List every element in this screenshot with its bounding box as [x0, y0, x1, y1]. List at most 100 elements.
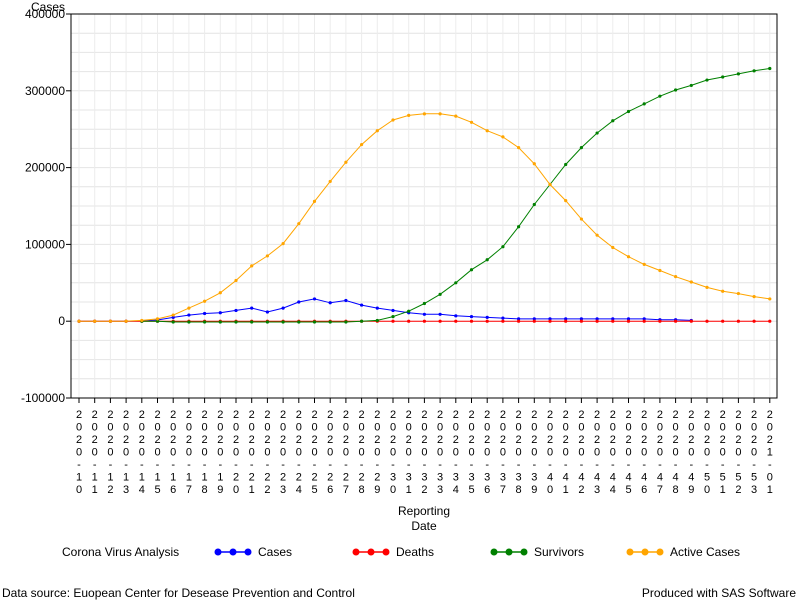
x-tick-label: 2 0 2 0 -5 1: [720, 409, 726, 496]
data-point: [658, 268, 662, 273]
data-point: [752, 69, 756, 73]
legend-swatch-marker: [367, 548, 375, 556]
data-point: [344, 160, 348, 164]
data-point: [234, 278, 238, 283]
legend-swatch-marker: [641, 548, 649, 556]
data-point: [171, 320, 175, 324]
data-point: [501, 135, 505, 139]
data-point: [297, 222, 301, 226]
data-point: [328, 320, 332, 324]
data-point: [626, 109, 631, 114]
x-tick-label: 2 0 2 0 -4 9: [688, 409, 694, 496]
x-tick-label: 2 0 2 0 -4 1: [563, 409, 569, 496]
x-tick-label: 2 0 2 0 -2 8: [359, 409, 365, 496]
legend-label: Survivors: [534, 545, 584, 559]
data-point: [469, 319, 474, 323]
x-tick-label: 2 0 2 0 -3 2: [421, 409, 427, 496]
data-point: [171, 313, 175, 317]
data-point: [689, 319, 693, 323]
data-point: [407, 319, 411, 323]
x-tick-label: 2 0 2 0 -4 0: [547, 409, 553, 496]
data-point: [203, 299, 207, 303]
data-point: [454, 314, 458, 318]
x-tick-label: 2 0 2 0 -1 0: [76, 409, 82, 496]
data-point: [579, 319, 584, 323]
data-point: [187, 313, 191, 317]
data-point: [595, 319, 599, 323]
data-point: [391, 118, 395, 122]
data-point: [171, 315, 175, 319]
data-point: [501, 319, 505, 323]
x-tick-label: 2 0 2 0 -5 3: [751, 409, 757, 496]
x-axis: 2 0 2 0 -1 0 2 0 2 0 -1 1 2 0 2 0 -1 2 2 0 2 0 -1 3 2 0 2 0 -1 4 2 0 2 0-…: [76, 398, 773, 496]
data-point: [454, 114, 458, 118]
x-tick-label: 2 0 2 0 -1 9: [217, 409, 223, 496]
data-point: [517, 319, 521, 323]
data-point: [469, 120, 474, 124]
data-point: [422, 301, 426, 306]
data-point: [265, 254, 269, 258]
data-point: [485, 129, 489, 133]
data-point: [768, 319, 772, 323]
x-tick-label: 2 0 2 0 -4 4: [610, 409, 616, 496]
data-point: [234, 320, 238, 324]
data-point: [391, 319, 395, 323]
data-point: [705, 78, 709, 82]
data-point: [658, 319, 662, 323]
data-point: [203, 311, 207, 316]
data-point: [485, 319, 489, 323]
data-point: [407, 309, 411, 313]
data-point: [218, 291, 222, 295]
data-point: [705, 285, 709, 290]
x-tick-label: 2 0 2 0 -2 7: [343, 409, 349, 496]
data-point: [108, 319, 112, 323]
x-tick-label: 2 0 2 0 -1 4: [139, 409, 145, 496]
data-point: [485, 315, 489, 319]
data-point: [517, 317, 521, 321]
data-point: [297, 300, 301, 304]
data-point: [564, 199, 568, 203]
x-axis-title-line-2: Date: [411, 519, 437, 533]
x-tick-label: 2 0 2 0 -2 4: [296, 409, 302, 496]
data-point: [736, 319, 741, 323]
data-point: [250, 264, 254, 268]
data-point: [422, 112, 426, 116]
data-point: [721, 289, 725, 293]
data-point: [438, 312, 442, 316]
data-point: [187, 320, 191, 324]
x-tick-label: 2 0 2 0 -1 6: [170, 409, 176, 496]
legend-swatch-marker: [229, 548, 237, 556]
data-point: [155, 319, 160, 323]
data-point: [517, 146, 521, 150]
data-point: [642, 319, 646, 323]
x-tick-label: 2 0 2 0 -3 1: [406, 409, 412, 496]
legend-title: Corona Virus Analysis: [62, 545, 179, 559]
data-point: [532, 319, 536, 323]
data-point: [658, 94, 662, 98]
legend-swatch-marker: [352, 548, 360, 556]
x-tick-label: 2 0 2 0 -3 7: [500, 409, 506, 496]
legend-entry: Active Cases: [626, 545, 740, 559]
data-point: [360, 142, 364, 147]
data-point: [705, 319, 709, 323]
data-point: [422, 319, 426, 323]
data-point: [548, 319, 552, 323]
data-point: [391, 308, 395, 313]
data-point: [642, 102, 646, 106]
x-tick-label: 2 0 2 0 -1 5: [154, 409, 160, 496]
data-point: [768, 297, 772, 301]
legend-entry: Cases: [214, 545, 292, 559]
data-point: [375, 129, 379, 133]
x-tick-label: 2 0 2 0 -3 9: [531, 409, 537, 496]
data-point: [312, 297, 317, 301]
x-tick-label: 2 0 2 0 -4 2: [578, 409, 584, 496]
data-point: [360, 319, 364, 323]
legend-label: Active Cases: [670, 545, 740, 559]
x-tick-label: 2 0 2 0 -3 6: [484, 409, 490, 496]
legend-swatch-marker: [214, 548, 222, 556]
data-point: [93, 319, 97, 323]
data-point: [297, 320, 301, 324]
y-tick-label: 400000: [25, 7, 65, 21]
data-point: [344, 298, 348, 303]
